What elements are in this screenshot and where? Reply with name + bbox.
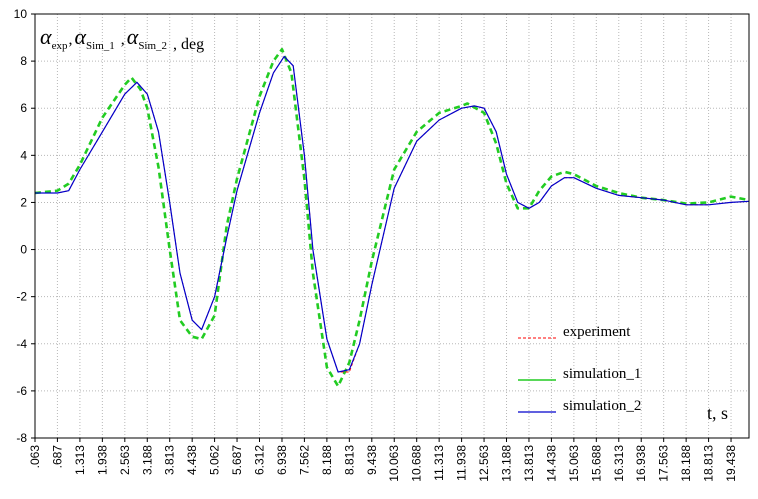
x-tick-label: 11.313 xyxy=(432,445,446,481)
y-tick-label: 0 xyxy=(20,243,27,257)
series-layer xyxy=(34,48,750,388)
x-tick-label: 7.562 xyxy=(297,445,311,475)
x-tick-label: 6.312 xyxy=(252,445,266,475)
x-tick-label: .063 xyxy=(28,445,42,469)
x-tick-label: 2.563 xyxy=(118,445,132,475)
ylabel-symbol: α xyxy=(40,24,52,49)
x-tick-label: 13.813 xyxy=(522,445,536,482)
y-tick-label: -4 xyxy=(16,337,27,351)
x-tick-label: 3.813 xyxy=(163,445,177,475)
x-axis-label: t, s xyxy=(707,403,728,423)
x-tick-label: 1.938 xyxy=(95,445,109,475)
x-tick-label: 1.313 xyxy=(73,445,87,475)
ylabel-subscript: exp xyxy=(52,40,68,52)
x-tick-label: 19.438 xyxy=(724,445,738,482)
x-tick-label: 14.438 xyxy=(544,445,558,482)
series-line-simulation-1 xyxy=(34,48,750,388)
ylabel-subscript: Sim_1 xyxy=(86,40,115,52)
x-tick-label: 15.688 xyxy=(589,445,603,482)
ylabel-subscript: Sim_2 xyxy=(138,40,167,52)
x-tick-label: .687 xyxy=(50,445,64,469)
legend-label-experiment: experiment xyxy=(563,324,631,340)
legend-label-simulation-2: simulation_2 xyxy=(563,398,641,414)
x-tick-label: 3.188 xyxy=(140,445,154,475)
x-axis: .063 .687 1.313 1.938 2.563 3.188 3.813 4.438 5.… xyxy=(28,438,738,482)
series-line-simulation-2 xyxy=(35,55,750,373)
ylabel-separator: , xyxy=(68,31,72,48)
y-tick-label: 4 xyxy=(20,148,27,162)
ylabel-symbol: α xyxy=(74,24,86,49)
x-tick-label: 18.188 xyxy=(679,445,693,482)
x-tick-label: 9.438 xyxy=(365,445,379,475)
x-tick-label: 15.063 xyxy=(567,445,581,482)
grid xyxy=(34,13,749,439)
y-tick-label: 2 xyxy=(20,195,27,209)
plot-frame xyxy=(34,13,750,439)
ylabel-unit: , deg xyxy=(173,36,204,53)
y-axis: -8 -6 -4 -2 0 2 4 6 8 10 xyxy=(14,7,35,445)
y-tick-label: 8 xyxy=(20,54,27,68)
x-tick-label: 11.938 xyxy=(455,445,469,481)
x-tick-label: 5.687 xyxy=(230,445,244,475)
y-tick-label: -8 xyxy=(16,431,27,445)
x-tick-label: 10.688 xyxy=(410,445,424,482)
y-tick-label: 6 xyxy=(20,101,27,115)
y-tick-label: -2 xyxy=(16,290,27,304)
ylabel-symbol: α xyxy=(127,24,139,49)
x-tick-label: 16.313 xyxy=(612,445,626,482)
legend: experiment simulation_1 simulation_2 xyxy=(518,324,641,414)
x-tick-label: 17.563 xyxy=(657,445,671,482)
x-tick-label: 6.938 xyxy=(275,445,289,475)
y-axis-label: αexp,αSim_1 ,αSim_2, deg xyxy=(40,24,204,53)
series-line-experiment xyxy=(35,55,750,373)
legend-label-simulation-1: simulation_1 xyxy=(563,366,641,382)
x-tick-label: 12.563 xyxy=(477,445,491,482)
x-tick-label: 8.813 xyxy=(342,445,356,475)
y-tick-label: -6 xyxy=(16,384,27,398)
ylabel-separator: , xyxy=(121,31,125,48)
x-tick-label: 10.063 xyxy=(387,445,401,482)
x-tick-label: 8.188 xyxy=(320,445,334,475)
x-tick-label: 4.438 xyxy=(185,445,199,475)
y-tick-label: 10 xyxy=(14,7,28,21)
x-tick-label: 13.188 xyxy=(500,445,514,482)
x-tick-label: 18.813 xyxy=(702,445,716,482)
x-tick-label: 5.062 xyxy=(208,445,222,475)
x-tick-label: 16.938 xyxy=(634,445,648,482)
